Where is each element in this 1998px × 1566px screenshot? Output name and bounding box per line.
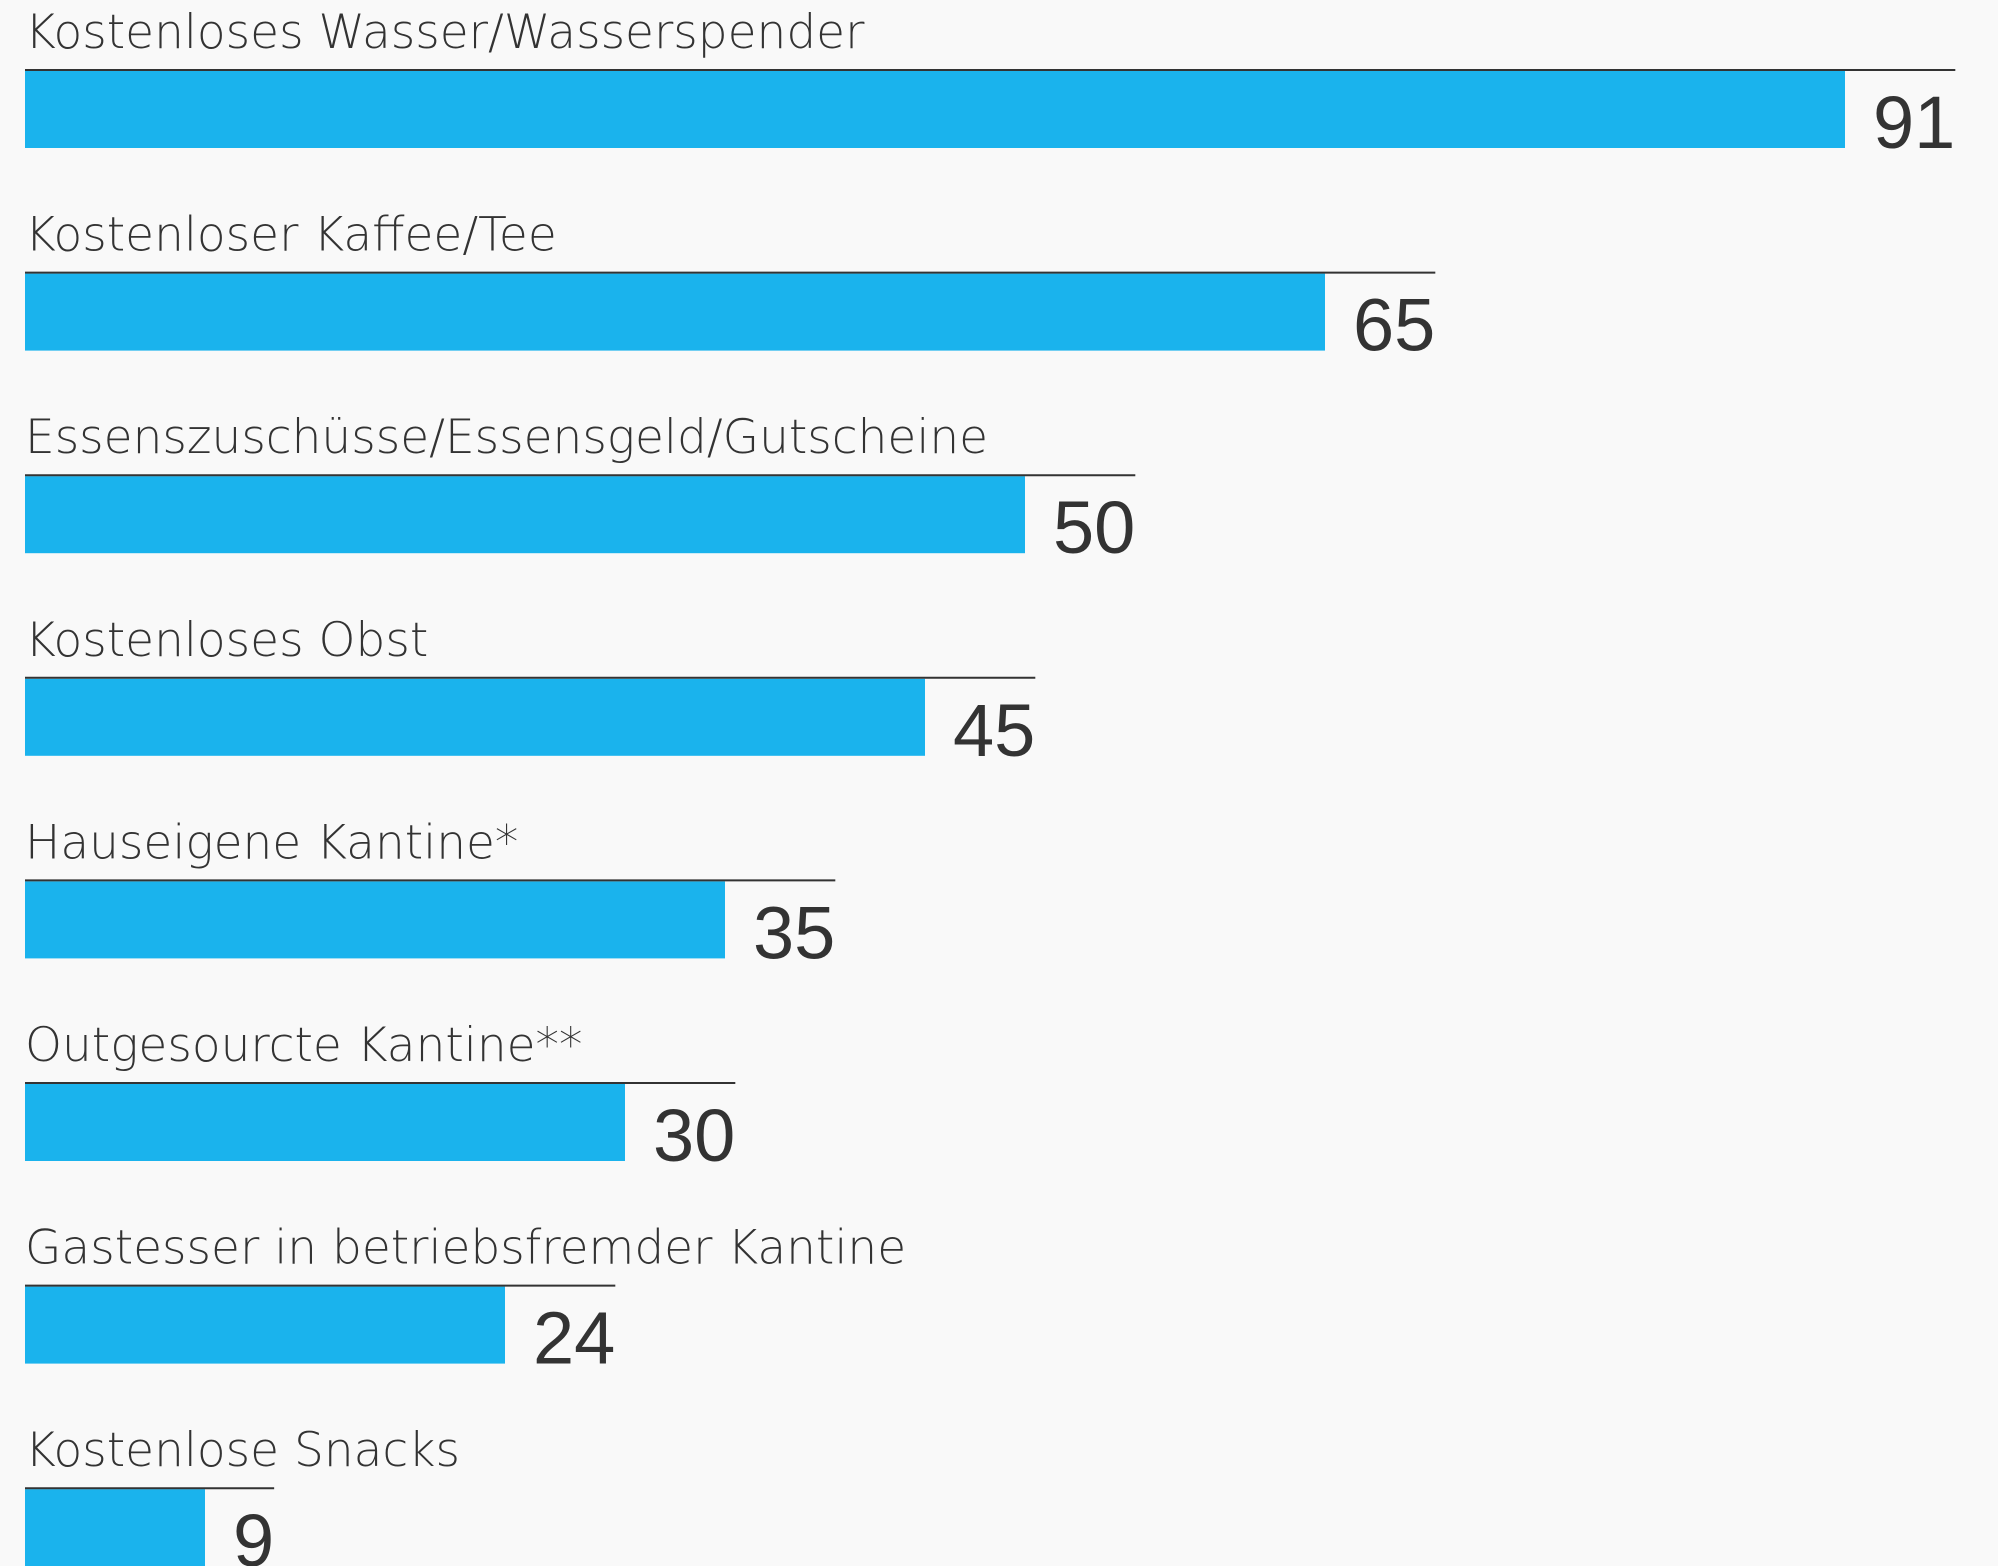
value-label: 30 [653, 1094, 735, 1177]
value-label: 50 [1053, 486, 1135, 569]
category-label: Kostenloser Kaffee/Tee [25, 208, 557, 263]
value-label: 9 [233, 1499, 274, 1566]
bar [25, 71, 1845, 148]
value-label: 35 [753, 891, 835, 974]
bar [25, 1489, 205, 1566]
category-label: Gastesser in betriebsfremder Kantine [25, 1221, 906, 1276]
bar [25, 881, 725, 959]
category-label: Kostenloses Obst [25, 613, 428, 668]
bar [25, 1084, 625, 1161]
category-label: Essenszuschüsse/Essensgeld/Gutscheine [25, 410, 988, 465]
value-label: 65 [1353, 284, 1435, 367]
category-label: Kostenloses Wasser/Wasserspender [25, 5, 865, 60]
value-label: 24 [533, 1297, 615, 1380]
bar [25, 273, 1325, 351]
value-label: 45 [953, 689, 1035, 772]
category-label: Hauseigene Kantine* [25, 815, 518, 870]
bar [25, 678, 925, 756]
category-label: Kostenlose Snacks [25, 1423, 460, 1478]
category-label: Outgesourcte Kantine** [25, 1018, 583, 1073]
bar [25, 1286, 505, 1364]
bar [25, 476, 1025, 554]
value-label: 91 [1873, 81, 1955, 164]
